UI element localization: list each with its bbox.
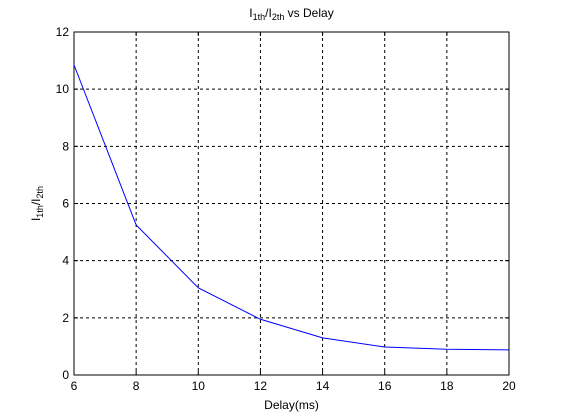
y-tick-label: 4 bbox=[62, 254, 69, 268]
x-tick-label: 10 bbox=[192, 379, 206, 393]
text-part: /I bbox=[29, 198, 43, 205]
y-tick-label: 0 bbox=[62, 368, 69, 382]
subscript-text: 1th bbox=[253, 12, 266, 22]
text-part: I bbox=[249, 6, 252, 20]
x-tick-label: 18 bbox=[440, 379, 454, 393]
text-part: /I bbox=[265, 6, 272, 20]
y-tick-label: 12 bbox=[56, 25, 70, 39]
chart-title: I1th/I2th vs Delay bbox=[249, 6, 333, 22]
subscript-text: 2th bbox=[272, 12, 285, 22]
x-tick-label: 12 bbox=[254, 379, 268, 393]
x-tick-label: 14 bbox=[316, 379, 330, 393]
grid bbox=[74, 32, 509, 375]
text-part: I bbox=[29, 218, 43, 221]
subscript-text: 2th bbox=[35, 186, 45, 199]
x-tick-label: 20 bbox=[502, 379, 516, 393]
y-axis-label: I1th/I2th bbox=[29, 186, 45, 221]
y-tick-label: 2 bbox=[62, 311, 69, 325]
x-tick-label: 6 bbox=[71, 379, 78, 393]
series-layer bbox=[73, 64, 510, 351]
x-tick-label: 16 bbox=[378, 379, 392, 393]
x-axis-label: Delay(ms) bbox=[264, 398, 319, 412]
y-tick-label: 10 bbox=[56, 82, 70, 96]
series-line bbox=[73, 64, 510, 351]
text-part: vs Delay bbox=[284, 6, 333, 20]
y-tick-label: 6 bbox=[62, 197, 69, 211]
subscript-text: 1th bbox=[35, 205, 45, 218]
axis-ticks: 6 8 10 12 14 16 18 20 0 2 4 6 8 10 12 bbox=[56, 25, 516, 393]
y-tick-label: 8 bbox=[62, 139, 69, 153]
x-tick-label: 8 bbox=[133, 379, 140, 393]
